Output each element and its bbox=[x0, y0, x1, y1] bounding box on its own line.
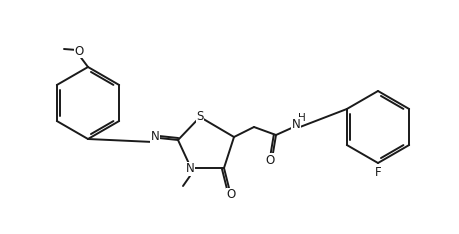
Text: S: S bbox=[196, 110, 203, 123]
Text: O: O bbox=[226, 189, 235, 201]
Text: N: N bbox=[150, 129, 159, 143]
Text: H: H bbox=[297, 113, 305, 123]
Text: N: N bbox=[291, 117, 300, 131]
Text: O: O bbox=[74, 44, 84, 58]
Text: F: F bbox=[374, 167, 381, 179]
Text: N: N bbox=[185, 162, 194, 176]
Text: O: O bbox=[265, 154, 274, 167]
